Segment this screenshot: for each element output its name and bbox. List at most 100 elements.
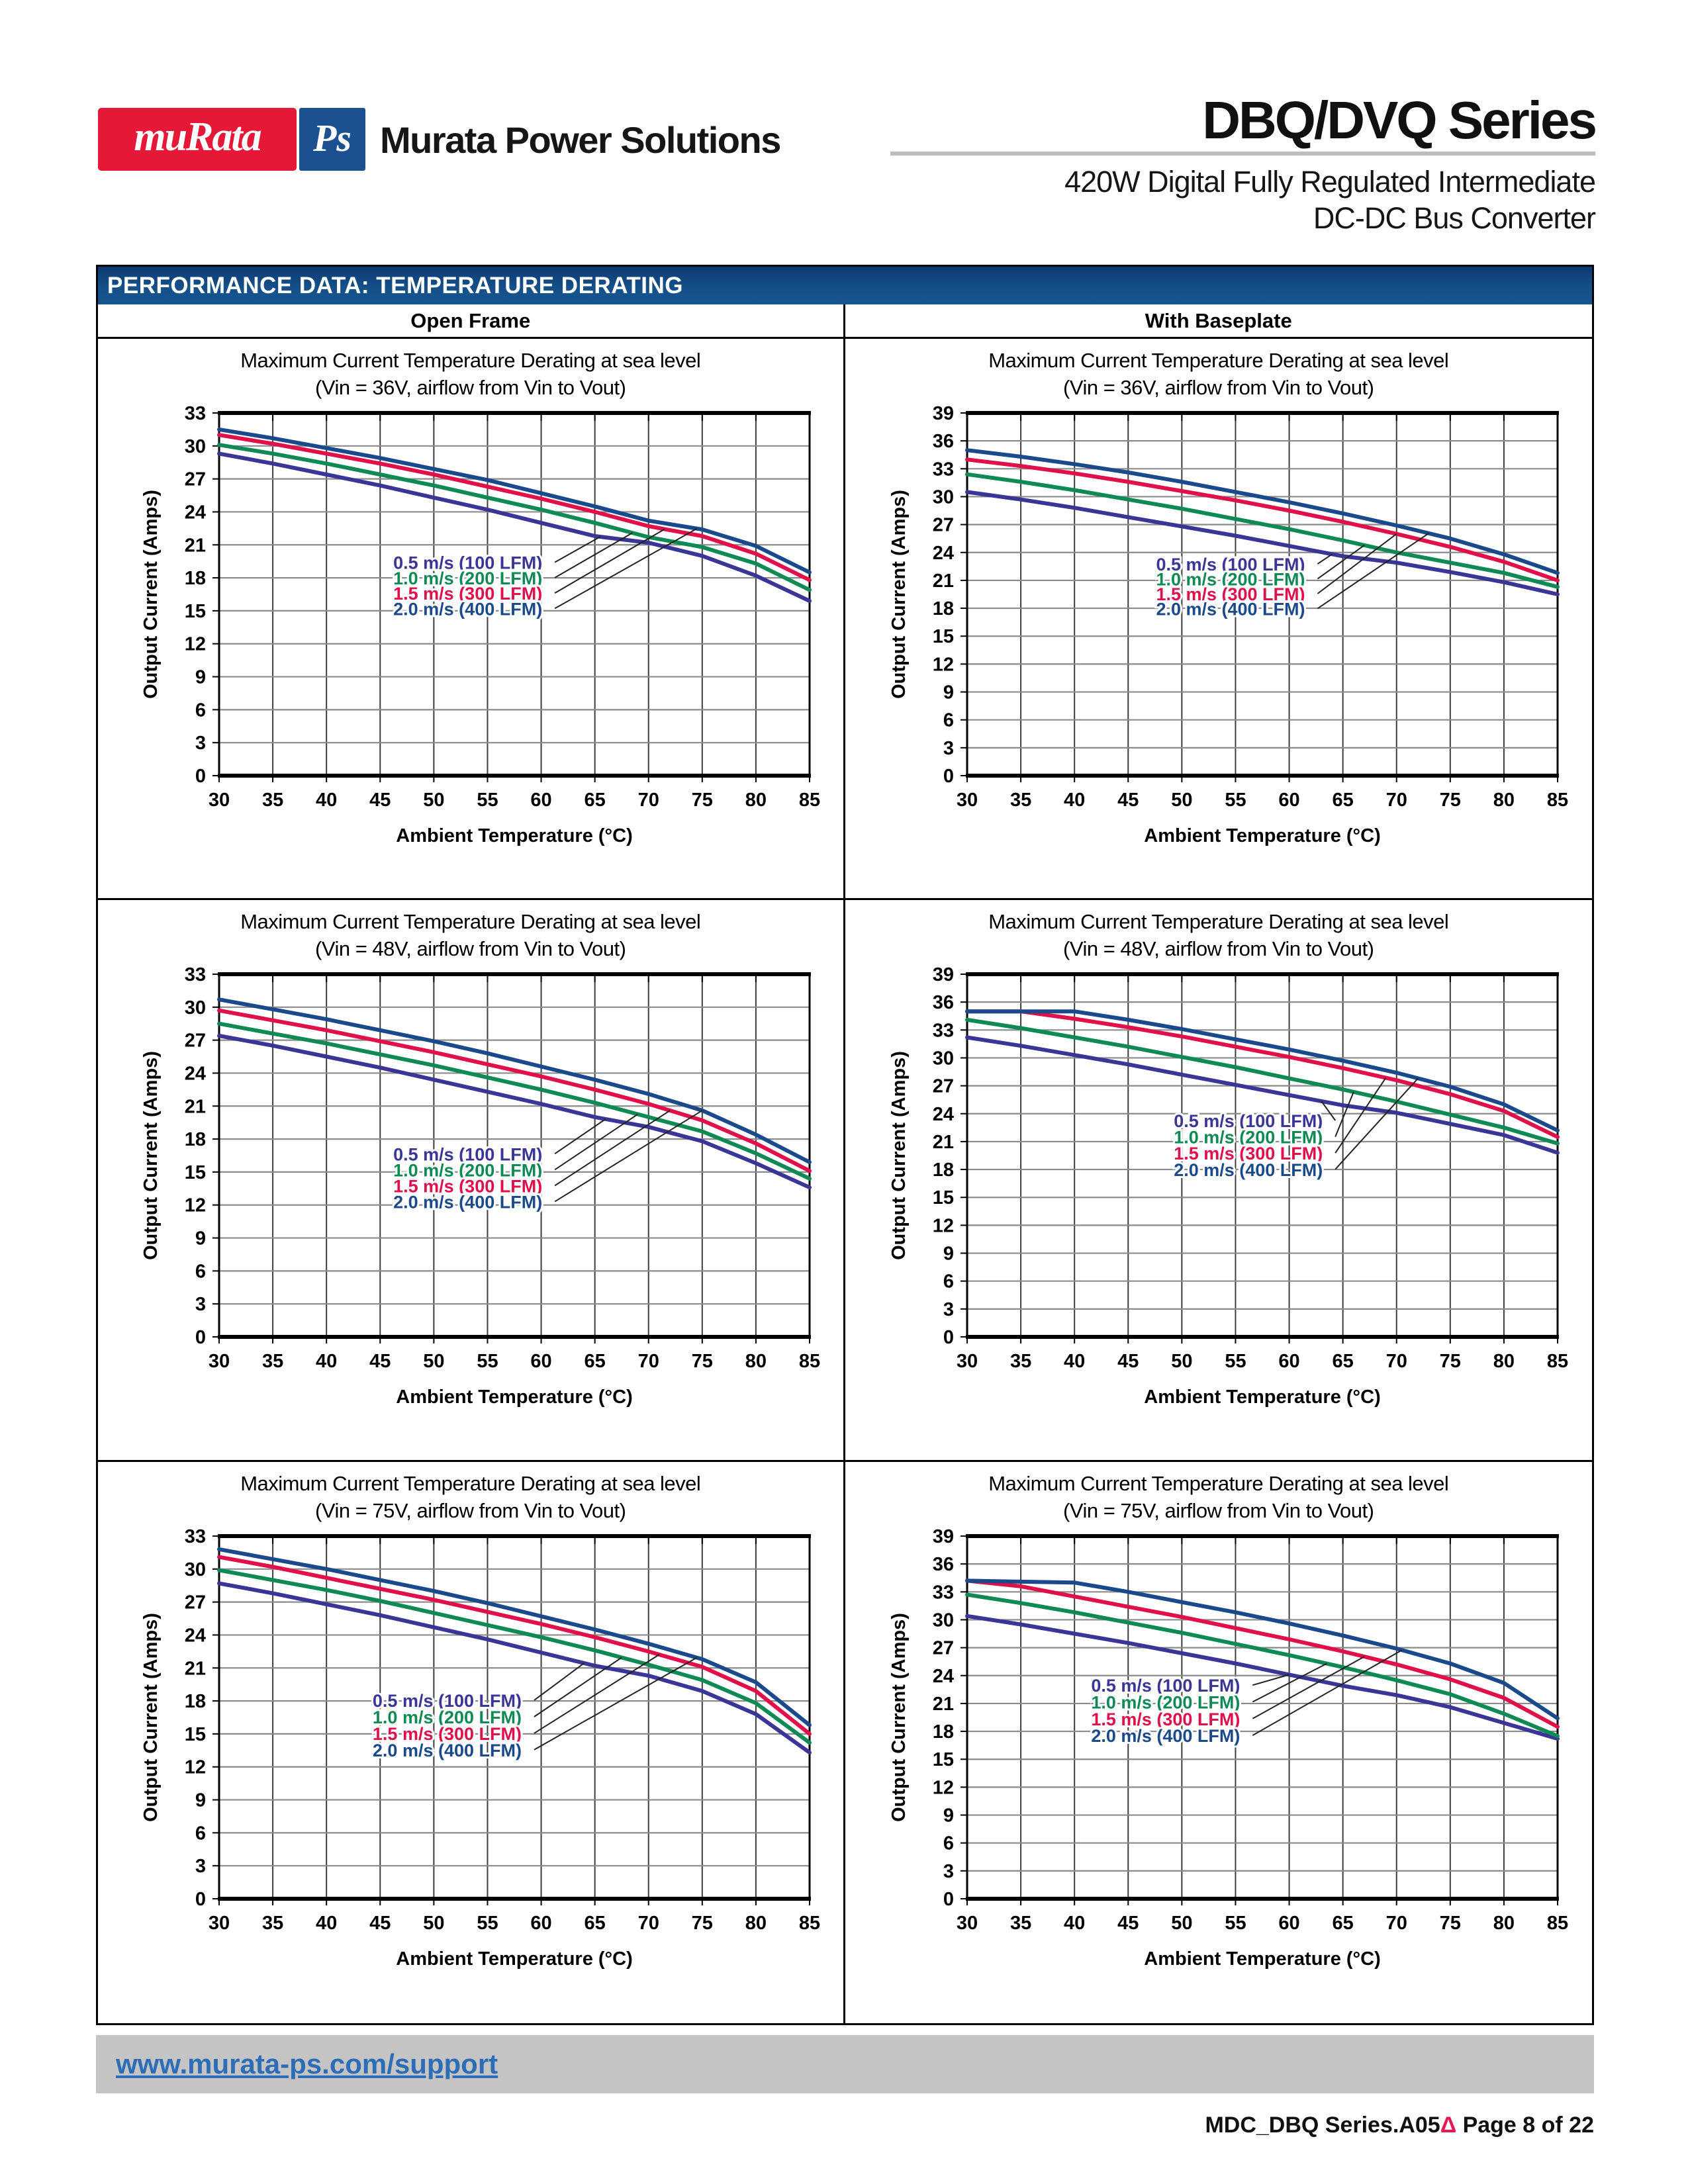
axis-tick-labels: 30 35 40 45 50 55 60 65 70 75 80 850369121518212427… [184, 965, 820, 1372]
y-tick-label: 24 [932, 1104, 953, 1125]
y-tick-label: 27 [184, 1030, 205, 1052]
y-tick-label: 0 [195, 1889, 206, 1910]
section-header-bar: PERFORMANCE DATA: TEMPERATURE DERATING [98, 267, 1592, 304]
x-tick-label: 55 [477, 1913, 498, 1934]
x-tick-label: 55 [1225, 1351, 1246, 1372]
gridlines [218, 413, 810, 776]
y-tick-label: 6 [195, 1823, 206, 1844]
chart-cell-75v-with-baseplate: Maximum Current Temperature Derating at … [845, 1462, 1593, 2023]
y-tick-label: 18 [184, 1129, 205, 1150]
y-axis-title: Output Current (Amps) [888, 1051, 910, 1260]
y-tick-label: 33 [184, 965, 205, 985]
x-tick-label: 85 [799, 1351, 820, 1372]
y-tick-label: 27 [932, 515, 953, 536]
legend-leader-line [1317, 544, 1365, 580]
product-subtitle-line2: DC-DC Bus Converter [1313, 201, 1596, 235]
chart-cell-36v-with-baseplate: Maximum Current Temperature Derating at … [845, 339, 1593, 901]
series-lines [964, 448, 1560, 596]
chart-subtitle: (Vin = 48V, airflow from Vin to Vout) [315, 937, 626, 961]
y-axis-title: Output Current (Amps) [888, 1613, 910, 1822]
chart-subtitle: (Vin = 36V, airflow from Vin to Vout) [1063, 376, 1374, 399]
x-tick-label: 85 [1547, 790, 1568, 811]
legend: 0.5 m/s (100 LFM)1.0 m/s (200 LFM)1.5 m/… [1172, 1077, 1419, 1182]
legend: 0.5 m/s (100 LFM)1.0 m/s (200 LFM)1.5 m/… [391, 527, 697, 621]
x-tick-label: 70 [637, 1913, 659, 1934]
y-tick-label: 12 [932, 1777, 953, 1798]
y-tick-label: 18 [932, 1721, 953, 1743]
x-tick-label: 40 [1064, 1351, 1085, 1372]
x-tick-label: 65 [584, 1913, 605, 1934]
x-tick-label: 85 [799, 1913, 820, 1934]
y-tick-label: 6 [195, 1261, 206, 1283]
y-tick-label: 18 [932, 598, 953, 619]
y-tick-label: 33 [932, 1021, 953, 1042]
axis-tick-labels: 30 35 40 45 50 55 60 65 70 75 80 850369121518212427… [932, 1527, 1568, 1934]
y-tick-label: 30 [932, 486, 953, 508]
legend-label: 1.0 m/s (200 LFM) [1156, 570, 1305, 590]
x-tick-label: 75 [1439, 790, 1460, 811]
gridlines [966, 1535, 1558, 1899]
y-tick-label: 9 [943, 1805, 954, 1826]
series-line-1-5-m-s-300-lfm- [216, 1009, 812, 1173]
y-tick-label: 21 [184, 1097, 205, 1118]
x-tick-label: 75 [691, 1913, 712, 1934]
x-tick-label: 30 [957, 1913, 978, 1934]
series-line-0-5-m-s-100-lfm- [964, 490, 1560, 596]
x-tick-label: 75 [691, 1351, 712, 1372]
legend-label: 1.0 m/s (200 LFM) [1174, 1128, 1323, 1148]
x-tick-label: 75 [1439, 1913, 1460, 1934]
chart-plot-holder: 30 35 40 45 50 55 60 65 70 75 80 85 0 3 6 9 12 15 18 21 24 27… [845, 404, 1593, 867]
series-lines [216, 427, 812, 603]
chart-cell-48v-with-baseplate: Maximum Current Temperature Derating at … [845, 900, 1593, 1462]
derating-chart-plot: 30 35 40 45 50 55 60 65 70 75 80 85 0 3 6 9 12 15 18 21 24 27… [140, 404, 820, 846]
y-tick-label: 0 [943, 766, 954, 787]
chart-plot-holder: 30 35 40 45 50 55 60 65 70 75 80 85 0 3 6 9 12 15 18 21 24 27… [845, 965, 1593, 1428]
legend-label: 0.5 m/s (100 LFM) [1091, 1676, 1240, 1696]
support-link[interactable]: www.murata-ps.com/support [116, 2048, 498, 2079]
y-tick-label: 3 [195, 1856, 206, 1877]
x-tick-label: 80 [1493, 790, 1515, 811]
x-tick-label: 80 [745, 1351, 767, 1372]
chart-title: Maximum Current Temperature Derating at … [240, 349, 701, 372]
x-tick-label: 35 [1010, 1351, 1031, 1372]
legend-leader-line [534, 1653, 660, 1734]
chart-title: Maximum Current Temperature Derating at … [988, 1471, 1449, 1495]
plot-frame [212, 1533, 811, 1905]
legend-leader-line [1252, 1649, 1403, 1736]
series-line-1-5-m-s-300-lfm- [964, 457, 1560, 582]
y-tick-label: 30 [184, 997, 205, 1019]
chart-plot-holder: 30 35 40 45 50 55 60 65 70 75 80 85 0 3 6 9 12 15 18 21 24 27… [98, 965, 843, 1428]
legend: 0.5 m/s (100 LFM)1.0 m/s (200 LFM)1.5 m/… [391, 1110, 703, 1214]
axis-tick-labels: 30 35 40 45 50 55 60 65 70 75 80 850369121518212427… [184, 1527, 820, 1934]
y-tick-label: 24 [932, 1665, 953, 1686]
x-tick-label: 60 [1278, 1351, 1299, 1372]
legend-leader-line [1252, 1655, 1365, 1719]
legend-leader-line [534, 1657, 622, 1717]
x-tick-label: 35 [1010, 790, 1031, 811]
legend-label: 0.5 m/s (100 LFM) [393, 553, 542, 573]
y-tick-label: 18 [184, 1691, 205, 1712]
y-tick-label: 33 [184, 1527, 205, 1547]
support-bar: www.murata-ps.com/support [96, 2035, 1594, 2093]
plot-frame [212, 972, 811, 1344]
y-tick-label: 12 [184, 634, 205, 655]
legend-leader-line [554, 532, 633, 578]
series-line-1-0-m-s-200-lfm- [964, 1592, 1560, 1738]
murata-ps-logo-glyph: Ps [313, 116, 352, 159]
x-tick-label: 35 [1010, 1913, 1031, 1934]
y-tick-label: 36 [932, 1554, 953, 1575]
legend: 0.5 m/s (100 LFM)1.0 m/s (200 LFM)1.5 m/… [1154, 532, 1429, 621]
column-header-open-frame: Open Frame [98, 304, 845, 339]
x-axis-title: Ambient Temperature (°C) [396, 1387, 633, 1408]
y-tick-label: 6 [943, 1833, 954, 1854]
revision-delta-mark: Δ [1440, 2113, 1457, 2138]
x-tick-label: 35 [262, 1351, 283, 1372]
y-tick-label: 3 [943, 1299, 954, 1320]
series-line-2-0-m-s-400-lfm- [964, 1009, 1560, 1133]
chart-plot-holder: 30 35 40 45 50 55 60 65 70 75 80 85 0 3 6 9 12 15 18 21 24 27… [845, 1527, 1593, 1990]
masthead-divider-rule [890, 152, 1595, 156]
x-tick-label: 35 [262, 790, 283, 811]
x-tick-label: 55 [477, 790, 498, 811]
y-tick-label: 12 [184, 1756, 205, 1778]
